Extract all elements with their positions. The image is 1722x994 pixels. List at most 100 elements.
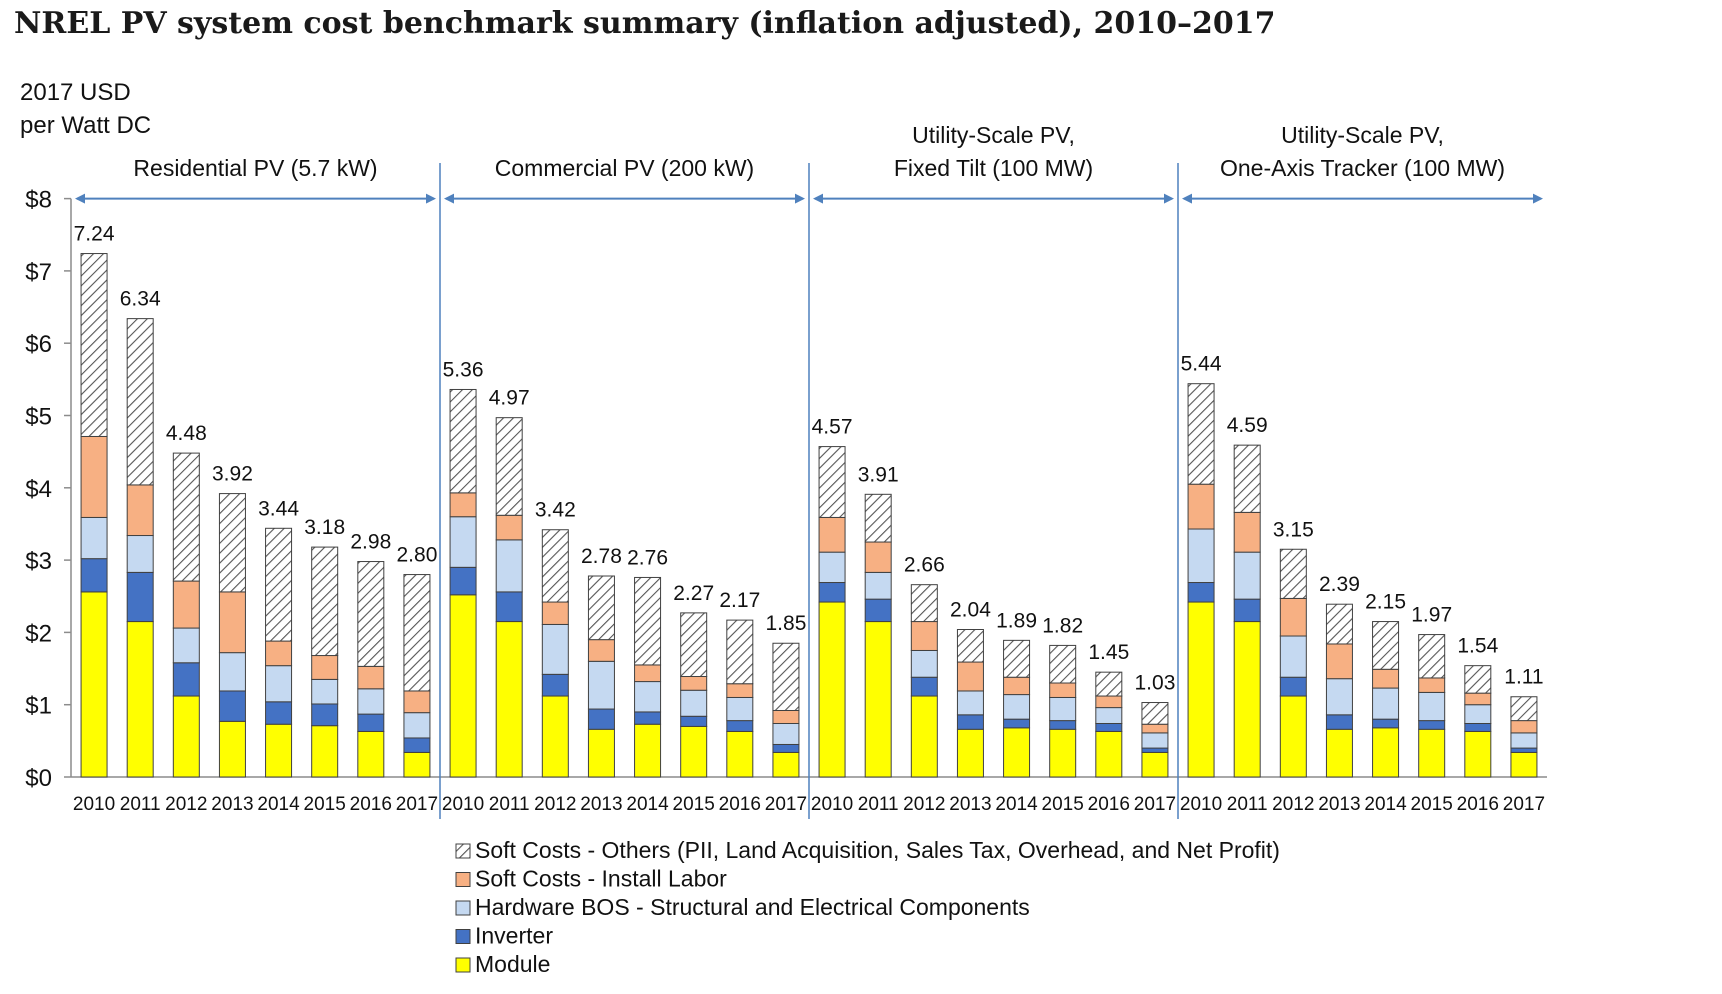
bar-segment-module bbox=[772, 751, 800, 778]
bar-segment-module bbox=[126, 621, 154, 778]
bar-segment-inverter bbox=[126, 571, 154, 623]
bar-segment-hardware-bos bbox=[818, 551, 846, 584]
data-label-total: 2.76 bbox=[627, 546, 668, 569]
bar-segment-install-labor bbox=[864, 541, 892, 573]
legend-label: Soft Costs - Install Labor bbox=[475, 866, 727, 892]
bar-segment-hardware-bos bbox=[680, 689, 708, 717]
legend-label: Soft Costs - Others (PII, Land Acquisiti… bbox=[475, 837, 1280, 863]
bar-segment-module bbox=[1141, 751, 1169, 778]
x-tick-label: 2014 bbox=[626, 794, 669, 815]
bar-segment-soft-others bbox=[680, 612, 708, 678]
bar-segment-module bbox=[818, 601, 846, 778]
bar-segment-install-labor bbox=[956, 661, 984, 692]
data-label-total: 2.17 bbox=[719, 589, 760, 612]
bar-segment-soft-others bbox=[1141, 702, 1169, 725]
bar-segment-install-labor bbox=[218, 591, 246, 654]
bar-segment-hardware-bos bbox=[1325, 678, 1353, 716]
bar-segment-hardware-bos bbox=[1095, 707, 1123, 724]
bar-segment-module bbox=[1464, 730, 1492, 778]
x-tick-label: 2016 bbox=[1088, 794, 1130, 815]
bar-segment-install-labor bbox=[726, 683, 754, 698]
bar-segment-hardware-bos bbox=[956, 690, 984, 716]
x-tick-label: 2013 bbox=[211, 794, 253, 815]
y-tick-label: $3 bbox=[25, 548, 52, 575]
bar-segment-install-labor bbox=[587, 639, 615, 662]
bar-segment-soft-others bbox=[1279, 548, 1307, 599]
bar-segment-inverter bbox=[680, 715, 708, 727]
data-label-total: 2.15 bbox=[1365, 591, 1406, 614]
bar-segment-module bbox=[1233, 621, 1261, 778]
bar-segment-install-labor bbox=[1187, 483, 1215, 530]
bar-segment-module bbox=[864, 621, 892, 778]
bar-segment-soft-others bbox=[1003, 639, 1031, 678]
bar-segment-inverter bbox=[403, 737, 431, 753]
bar-segment-soft-others bbox=[1233, 444, 1261, 513]
bar-segment-module bbox=[726, 730, 754, 778]
bar-segment-module bbox=[587, 728, 615, 778]
data-label-total: 1.97 bbox=[1411, 604, 1452, 627]
legend-swatch-module bbox=[455, 957, 471, 973]
data-label-total: 1.03 bbox=[1135, 672, 1176, 695]
group-title-line: Utility-Scale PV, bbox=[1281, 122, 1444, 148]
bar-segment-install-labor bbox=[772, 709, 800, 724]
bar-segment-hardware-bos bbox=[1003, 694, 1031, 720]
legend: Soft Costs - Others (PII, Land Acquisiti… bbox=[455, 837, 1280, 977]
x-tick-label: 2011 bbox=[1227, 794, 1268, 815]
data-label-total: 2.27 bbox=[673, 582, 714, 605]
bar-segment-soft-others bbox=[956, 629, 984, 663]
data-label-total: 2.04 bbox=[950, 599, 991, 622]
bar-segment-soft-others bbox=[495, 417, 523, 516]
x-tick-label: 2017 bbox=[1134, 794, 1176, 815]
bar-segment-install-labor bbox=[1095, 695, 1123, 709]
bar-segment-inverter bbox=[541, 673, 569, 697]
bar-segment-hardware-bos bbox=[726, 696, 754, 722]
bar-segment-module bbox=[495, 621, 523, 778]
y-tick-label: $4 bbox=[25, 476, 52, 503]
data-label-total: 2.80 bbox=[397, 544, 438, 567]
bar-segment-soft-others bbox=[265, 527, 293, 642]
bar-segment-install-labor bbox=[1464, 692, 1492, 706]
x-tick-label: 2011 bbox=[120, 794, 161, 815]
legend-swatch-soft-others bbox=[455, 843, 471, 859]
bar-segment-module bbox=[403, 751, 431, 778]
bar-segment-soft-others bbox=[218, 493, 246, 593]
bar-segment-hardware-bos bbox=[449, 516, 477, 568]
bar-segment-inverter bbox=[172, 662, 200, 697]
bar-segment-hardware-bos bbox=[1510, 732, 1538, 749]
bar-segment-install-labor bbox=[403, 690, 431, 714]
x-tick-label: 2013 bbox=[949, 794, 991, 815]
bar-segment-install-labor bbox=[1325, 643, 1353, 680]
bar-segment-install-labor bbox=[1372, 668, 1400, 689]
data-label-total: 2.98 bbox=[350, 531, 391, 554]
bar-segment-install-labor bbox=[449, 492, 477, 518]
bar-segment-module bbox=[1418, 728, 1446, 778]
legend-swatch-inverter bbox=[455, 929, 471, 944]
bar-segment-hardware-bos bbox=[1464, 704, 1492, 724]
y-tick-label: $5 bbox=[25, 404, 52, 431]
bar-segment-module bbox=[80, 591, 108, 778]
y-tick-label: $2 bbox=[25, 620, 52, 647]
bar-segment-hardware-bos bbox=[403, 712, 431, 739]
bar-segment-module bbox=[910, 695, 938, 778]
legend-swatch-install-labor bbox=[455, 872, 471, 887]
bar-segment-inverter bbox=[1049, 720, 1077, 730]
group-title-line: Utility-Scale PV, bbox=[912, 122, 1075, 148]
bar-segment-soft-others bbox=[1095, 671, 1123, 697]
x-tick-label: 2011 bbox=[858, 794, 899, 815]
bar-segment-hardware-bos bbox=[1187, 528, 1215, 584]
bar-segment-hardware-bos bbox=[80, 516, 108, 560]
bar-segment-install-labor bbox=[126, 484, 154, 537]
y-axis-label-line: per Watt DC bbox=[20, 112, 151, 139]
data-label-total: 1.54 bbox=[1457, 635, 1498, 658]
bar-segment-soft-others bbox=[1510, 696, 1538, 722]
y-tick-label: $8 bbox=[25, 187, 52, 214]
bar-segment-install-labor bbox=[1141, 723, 1169, 734]
bar-segment-hardware-bos bbox=[172, 627, 200, 664]
bar-segment-install-labor bbox=[265, 640, 293, 667]
bar-segment-install-labor bbox=[1418, 677, 1446, 693]
bar-segment-install-labor bbox=[1279, 597, 1307, 637]
bar-segment-hardware-bos bbox=[587, 660, 615, 710]
y-tick-label: $6 bbox=[25, 331, 52, 358]
bar-segment-hardware-bos bbox=[1418, 691, 1446, 722]
x-tick-label: 2016 bbox=[719, 794, 761, 815]
